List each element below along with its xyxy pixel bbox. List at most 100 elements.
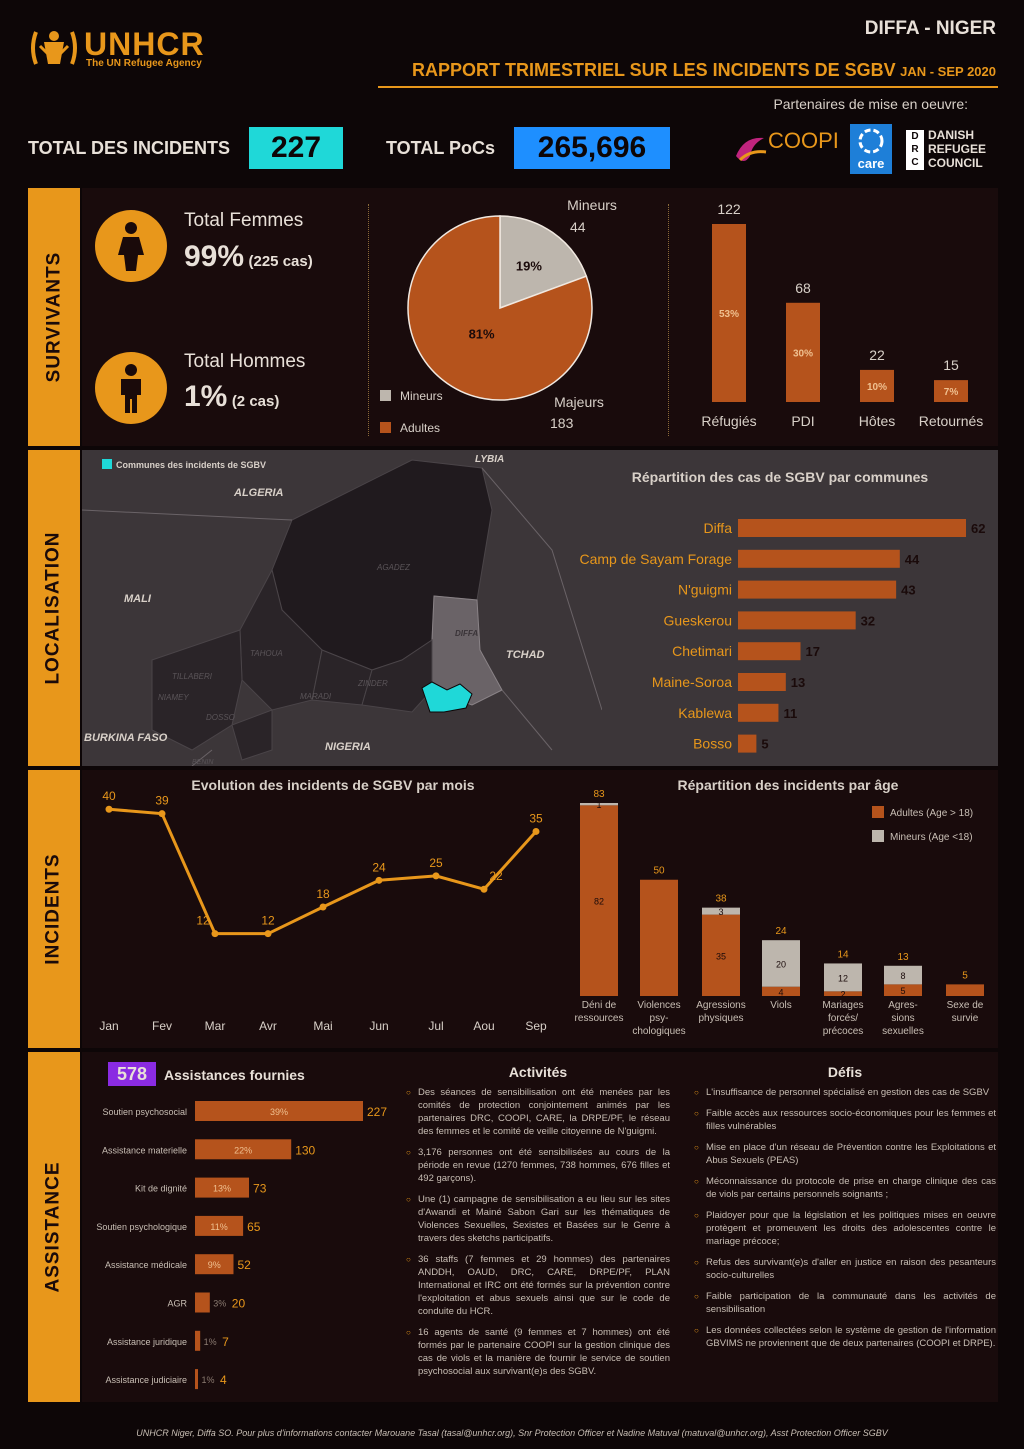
- section-localisation-label: LOCALISATION: [43, 531, 64, 685]
- age-pie-chart: 19% 81% Mineurs 44 Majeurs 183 Mineurs Adultes: [380, 197, 617, 435]
- unhcr-emblem-icon: [31, 31, 77, 65]
- section-incidents: INCIDENTS: [28, 770, 80, 1048]
- line-data-label: 22: [489, 869, 503, 883]
- activites-item: Une (1) campagne de sensibilisation a eu…: [406, 1193, 670, 1245]
- assistance-total-box: [108, 1062, 156, 1086]
- commune-bar: [738, 703, 779, 722]
- assistance-value: 4: [220, 1373, 227, 1387]
- line-x-tick: Aou: [473, 1019, 494, 1033]
- line-point: [432, 872, 440, 880]
- line-point: [375, 876, 383, 884]
- total-pocs-value: 265,696: [514, 127, 670, 169]
- stacked-adultes-label: 82: [594, 897, 604, 907]
- map-label-burkina: BURKINA FASO: [84, 732, 168, 744]
- line-point: [319, 903, 327, 911]
- line-data-label: 39: [155, 794, 169, 808]
- map-label-tillaberi: TILLABERI: [172, 672, 213, 681]
- drc-name: DANISH REFUGEE COUNCIL: [928, 128, 987, 170]
- population-bar: [712, 224, 746, 402]
- stacked-category-label: Viols: [770, 1000, 792, 1011]
- assistance-bar: [195, 1215, 244, 1236]
- line-series: [108, 807, 538, 936]
- pie-label-mineurs: Mineurs: [567, 197, 617, 213]
- footer: UNHCR Niger, Diffa SO. Pour plus d'infor…: [136, 1428, 888, 1438]
- assistance-bar: [195, 1101, 363, 1121]
- map-label-benin: BENIN: [192, 759, 214, 766]
- commune-value: 62: [971, 521, 985, 536]
- assistance-percent: 1%: [204, 1337, 217, 1347]
- commune-label: Gueskerou: [664, 612, 732, 628]
- total-pocs-label: TOTAL PoCs: [386, 138, 496, 158]
- map-legend-text: Communes des incidents de SGBV: [116, 460, 266, 470]
- map-dosso: [231, 709, 273, 761]
- stacked-bar-adultes: [884, 984, 922, 996]
- map-label-maradi: MARADI: [300, 692, 332, 701]
- assistance-value: 227: [367, 1105, 387, 1119]
- stacked-category-label: psy-: [650, 1013, 669, 1024]
- stacked-adultes-label: 5: [900, 986, 905, 996]
- assistance-bar: [195, 1254, 234, 1275]
- commune-value: 17: [806, 644, 820, 659]
- male-icon: [95, 352, 167, 424]
- defis-item: Plaidoyer pour que la législation et les…: [694, 1209, 996, 1248]
- activites-item: Des séances de sensibilisation ont été m…: [406, 1086, 670, 1138]
- commune-label: Bosso: [693, 736, 732, 752]
- line-point: [158, 810, 166, 818]
- assistance-label: AGR: [167, 1299, 187, 1309]
- line-x-tick: Avr: [259, 1019, 277, 1033]
- hommes-pct: 1%: [184, 380, 228, 413]
- stacked-category-label: physiques: [698, 1013, 743, 1024]
- assistance-bar: [195, 1139, 292, 1160]
- header-divider: [378, 86, 998, 88]
- stacked-legend-label: Mineurs (Age <18): [890, 832, 973, 843]
- line-x-tick: Mar: [205, 1019, 226, 1033]
- stacked-total-label: 5: [962, 970, 968, 981]
- commune-bar: [738, 549, 900, 568]
- assistance-value: 130: [295, 1143, 315, 1157]
- stacked-legend-label: Adultes (Age > 18): [890, 808, 973, 819]
- defis-item: L'insuffisance de personnel spécialisé e…: [694, 1086, 996, 1099]
- coopi-name: COOPI: [768, 128, 839, 153]
- map-label-zinder: ZINDER: [357, 679, 388, 688]
- stacked-bar-adultes: [580, 805, 618, 996]
- niger-map: Communes des incidents de SGBV LYBIA ALG…: [82, 450, 602, 766]
- stacked-category-label: Agres-: [888, 1000, 917, 1011]
- pie-legend-swatch: [380, 422, 391, 433]
- defis-item: Mise en place d'un réseau de Prévention …: [694, 1141, 996, 1167]
- assistance-bar-chart: 578 Assistances fournies Soutien psychosoc…: [96, 1062, 387, 1390]
- commune-bar: [738, 734, 757, 753]
- line-x-tick: Jan: [99, 1019, 118, 1033]
- population-value: 22: [869, 347, 885, 363]
- activites-item: 16 agents de santé (9 femmes et 7 hommes…: [406, 1326, 670, 1378]
- commune-label: Maine-Soroa: [652, 674, 732, 690]
- section-survivants: SURVIVANTS: [28, 188, 80, 446]
- line-point: [105, 805, 113, 813]
- stacked-mineurs-label: 20: [776, 959, 786, 969]
- commune-bar: [738, 673, 786, 691]
- section-localisation: LOCALISATION: [28, 450, 80, 766]
- map-label-diffa: DIFFA: [455, 629, 478, 638]
- pie-slice: [499, 215, 588, 310]
- commune-bar: [738, 611, 856, 630]
- assistance-label: Assistance juridique: [107, 1337, 187, 1347]
- assistance-percent: 11%: [210, 1222, 227, 1232]
- stacked-legend-swatch: [872, 830, 884, 842]
- assistance-value: 73: [253, 1182, 267, 1196]
- femmes-stat: 99% (225 cas): [184, 240, 313, 274]
- stacked-bar-mineurs: [580, 803, 618, 806]
- map-legend-swatch: [102, 459, 112, 469]
- stacked-bar-adultes: [640, 879, 678, 996]
- assistance-bar: [195, 1177, 250, 1198]
- stacked-adultes-label: 35: [716, 951, 726, 961]
- stacked-category-label: précoces: [823, 1026, 864, 1037]
- assistance-percent: 13%: [213, 1184, 231, 1194]
- assistance-value: 20: [232, 1297, 246, 1311]
- hommes-cases: (2 cas): [231, 393, 280, 410]
- activites-title: Activités: [508, 1064, 568, 1080]
- stacked-adultes-label: 4: [778, 987, 783, 997]
- stacked-category-label: ressources: [575, 1013, 624, 1024]
- assistance-percent: 3%: [213, 1299, 226, 1309]
- map-label-dosso: DOSSO: [206, 713, 235, 722]
- stacked-category-label: chologiques: [632, 1026, 685, 1037]
- assistance-percent: 22%: [234, 1145, 252, 1155]
